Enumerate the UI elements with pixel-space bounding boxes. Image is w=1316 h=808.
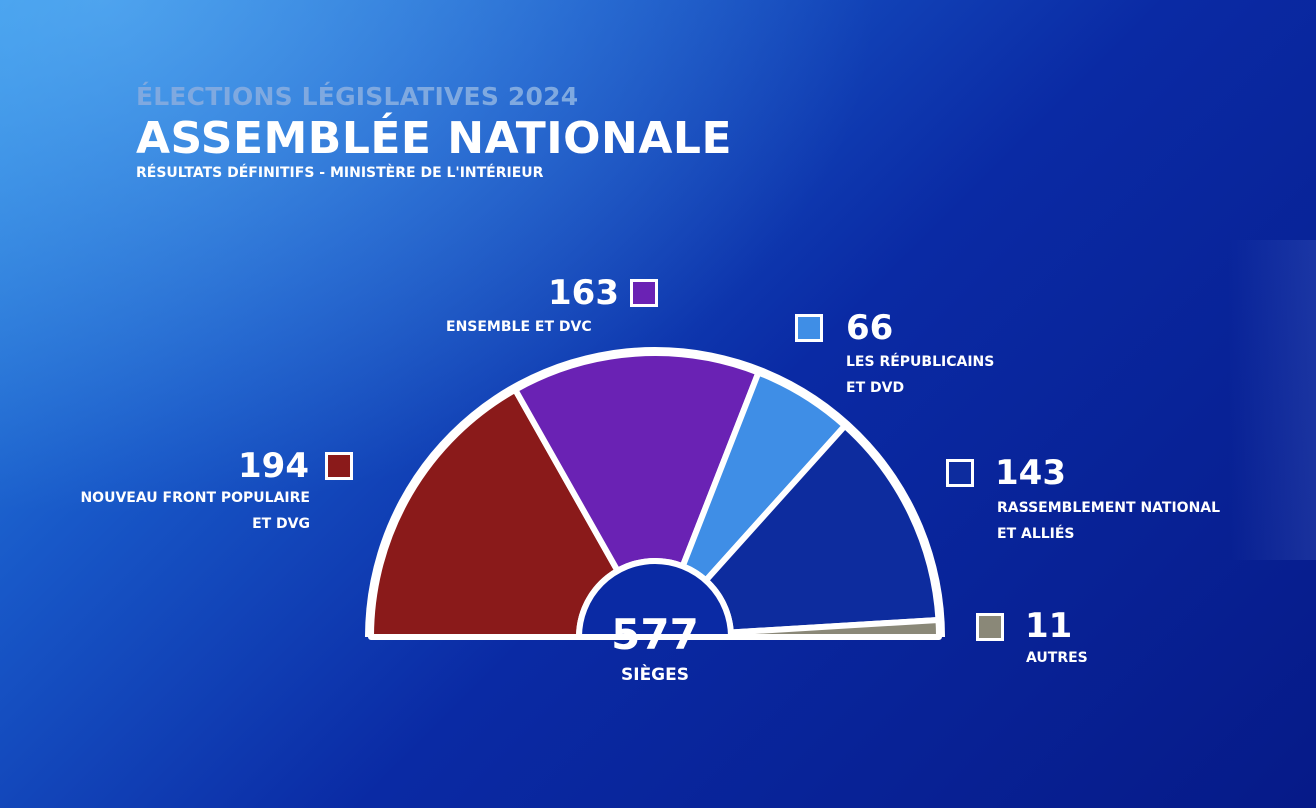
total-seats-label: SIÈGES <box>621 665 689 685</box>
party-label-lr-line2: ET DVD <box>846 380 905 396</box>
election-supertitle: ÉLECTIONS LÉGISLATIVES 2024 <box>136 82 579 111</box>
party-label-rn-line2: ET ALLIÉS <box>997 526 1075 542</box>
party-label-autres: AUTRES <box>1026 650 1088 666</box>
swatch-nfp <box>325 452 353 480</box>
party-label-nfp-line1: NOUVEAU FRONT POPULAIRE <box>80 490 310 506</box>
seat-count-lr: 66 <box>846 308 894 348</box>
swatch-rn <box>946 459 974 487</box>
source-line: RÉSULTATS DÉFINITIFS - MINISTÈRE DE L'IN… <box>136 165 544 181</box>
party-label-ensemble-line1: ENSEMBLE ET DVC <box>446 319 592 335</box>
swatch-autres <box>976 613 1004 641</box>
party-label-nfp-line2: ET DVG <box>252 516 310 532</box>
seat-count-autres: 11 <box>1025 606 1073 646</box>
seat-count-ensemble: 163 <box>548 273 619 313</box>
seat-count-nfp: 194 <box>238 446 309 486</box>
total-seats: 577 <box>611 610 699 659</box>
page-title: ASSEMBLÉE NATIONALE <box>136 113 733 164</box>
header: ÉLECTIONS LÉGISLATIVES 2024 ASSEMBLÉE NA… <box>136 82 732 182</box>
party-label-lr-line1: LES RÉPUBLICAINS <box>846 354 995 370</box>
party-label-rn-line1: RASSEMBLEMENT NATIONAL <box>997 500 1221 516</box>
swatch-lr <box>795 314 823 342</box>
seat-count-rn: 143 <box>995 453 1066 493</box>
hemicycle-center <box>575 558 735 640</box>
decorative-edge <box>1228 240 1316 560</box>
swatch-ensemble <box>630 279 658 307</box>
